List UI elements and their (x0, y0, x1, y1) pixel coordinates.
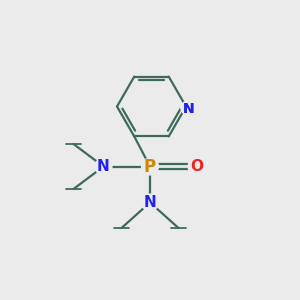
Circle shape (181, 101, 194, 115)
Circle shape (142, 158, 158, 175)
Text: N: N (183, 102, 194, 116)
Text: N: N (144, 195, 156, 210)
Circle shape (142, 194, 158, 211)
Text: O: O (190, 159, 203, 174)
Circle shape (188, 158, 205, 175)
Circle shape (95, 158, 112, 175)
Text: N: N (97, 159, 110, 174)
Text: P: P (144, 158, 156, 175)
Text: N: N (183, 102, 194, 116)
